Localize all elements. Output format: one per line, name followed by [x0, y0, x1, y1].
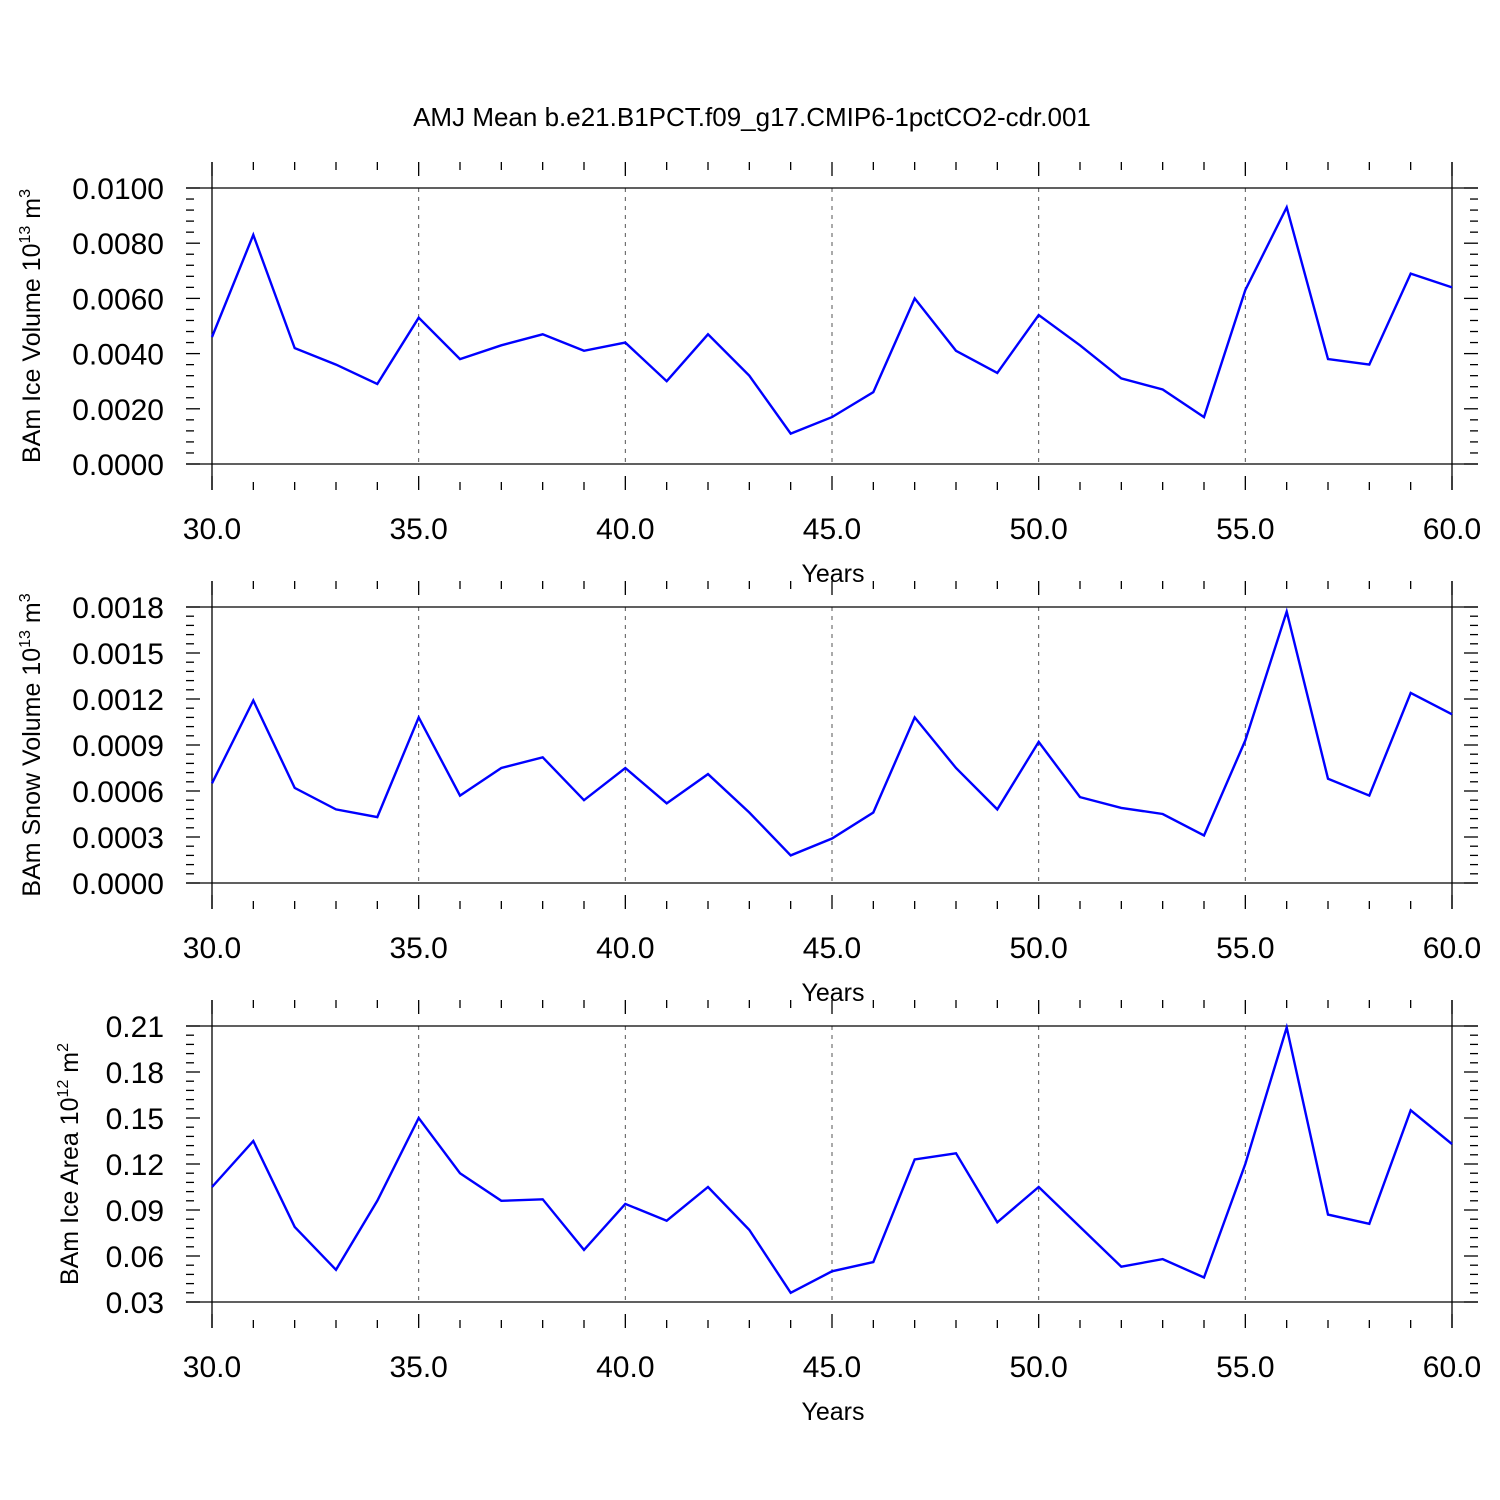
series-line — [211, 1022, 1453, 1295]
y-tick-label: 0.15 — [106, 1103, 164, 1136]
x-tick-label: 50.0 — [1009, 513, 1067, 546]
x-axis-label: Years — [801, 979, 864, 1007]
x-tick-label: 30.0 — [183, 513, 241, 546]
y-tick-label: 0.0100 — [72, 173, 164, 206]
x-tick-label: 40.0 — [596, 932, 654, 965]
y-tick-label: 0.0000 — [72, 868, 164, 901]
y-tick-label: 0.0018 — [72, 592, 164, 625]
x-tick-label: 35.0 — [389, 1351, 447, 1384]
panel-2: 30.0 35.0 40.0 45.0 50.0 55.0 60.0 Years 0.0000 0… — [17, 581, 1481, 1007]
y-tick-label: 0.0060 — [72, 283, 164, 316]
x-tick-label: 60.0 — [1423, 513, 1481, 546]
x-tick-label: 50.0 — [1009, 1351, 1067, 1384]
y-tick-label: 0.0020 — [72, 394, 164, 427]
y-tick-label: 0.0000 — [72, 449, 164, 482]
y-label-unit: m — [18, 602, 46, 630]
x-tick-label: 45.0 — [803, 513, 861, 546]
y-label-unit-exponent: 3 — [17, 189, 34, 198]
y-label-exponent: 12 — [55, 1080, 72, 1098]
x-tick-label: 30.0 — [183, 1351, 241, 1384]
x-axis-label: Years — [801, 560, 864, 588]
y-axis-label: BAm Ice Volume 1013 m3 — [17, 189, 46, 463]
y-label-exponent: 13 — [17, 630, 34, 648]
y-label-unit: m — [56, 1052, 84, 1080]
panel-3: 30.0 35.0 40.0 45.0 50.0 55.0 60.0 Years 0.03 0.0… — [55, 1000, 1481, 1426]
x-tick-label: 55.0 — [1216, 1351, 1274, 1384]
y-axis-label: BAm Snow Volume 1013 m3 — [17, 593, 46, 896]
x-tick-label: 55.0 — [1216, 932, 1274, 965]
panel-1: 30.0 35.0 40.0 45.0 50.0 55.0 60.0 Years 0.0000 0… — [17, 162, 1481, 588]
y-tick-label: 0.0015 — [72, 638, 164, 671]
x-tick-label: 35.0 — [389, 513, 447, 546]
x-tick-label: 60.0 — [1423, 1351, 1481, 1384]
y-label-main: BAm Ice Area 10 — [56, 1097, 84, 1285]
y-tick-label: 0.0080 — [72, 228, 164, 261]
panels: 30.0 35.0 40.0 45.0 50.0 55.0 60.0 Years 0.0000 0… — [17, 162, 1481, 1426]
y-axis-label: BAm Ice Area 1012 m2 — [55, 1043, 84, 1285]
x-tick-label: 40.0 — [596, 1351, 654, 1384]
y-label-unit-exponent: 3 — [17, 593, 34, 602]
y-tick-label: 0.12 — [106, 1149, 164, 1182]
series-line — [210, 607, 1453, 857]
y-tick-label: 0.18 — [106, 1057, 164, 1090]
y-tick-label: 0.0040 — [72, 339, 164, 372]
x-axis-label: Years — [801, 1398, 864, 1426]
y-label-exponent: 13 — [17, 226, 34, 244]
x-tick-label: 30.0 — [183, 932, 241, 965]
chart-title: AMJ Mean b.e21.B1PCT.f09_g17.CMIP6-1pctC… — [413, 102, 1091, 132]
x-tick-label: 60.0 — [1423, 932, 1481, 965]
y-label-unit: m — [18, 198, 46, 226]
y-label-main: BAm Snow Volume 10 — [18, 648, 46, 897]
x-tick-label: 35.0 — [389, 932, 447, 965]
y-tick-label: 0.21 — [106, 1011, 164, 1044]
x-tick-label: 45.0 — [803, 932, 861, 965]
y-tick-label: 0.0009 — [72, 730, 164, 763]
x-tick-label: 55.0 — [1216, 513, 1274, 546]
y-tick-label: 0.09 — [106, 1195, 164, 1228]
x-tick-label: 45.0 — [803, 1351, 861, 1384]
y-label-unit-exponent: 2 — [55, 1043, 72, 1052]
y-tick-label: 0.06 — [106, 1241, 164, 1274]
series-line — [210, 203, 1453, 436]
x-tick-label: 40.0 — [596, 513, 654, 546]
x-tick-label: 50.0 — [1009, 932, 1067, 965]
y-tick-label: 0.0003 — [72, 822, 164, 855]
y-tick-label: 0.0012 — [72, 684, 164, 717]
y-label-main: BAm Ice Volume 10 — [18, 243, 46, 463]
y-tick-label: 0.0006 — [72, 776, 164, 809]
y-tick-label: 0.03 — [106, 1287, 164, 1320]
